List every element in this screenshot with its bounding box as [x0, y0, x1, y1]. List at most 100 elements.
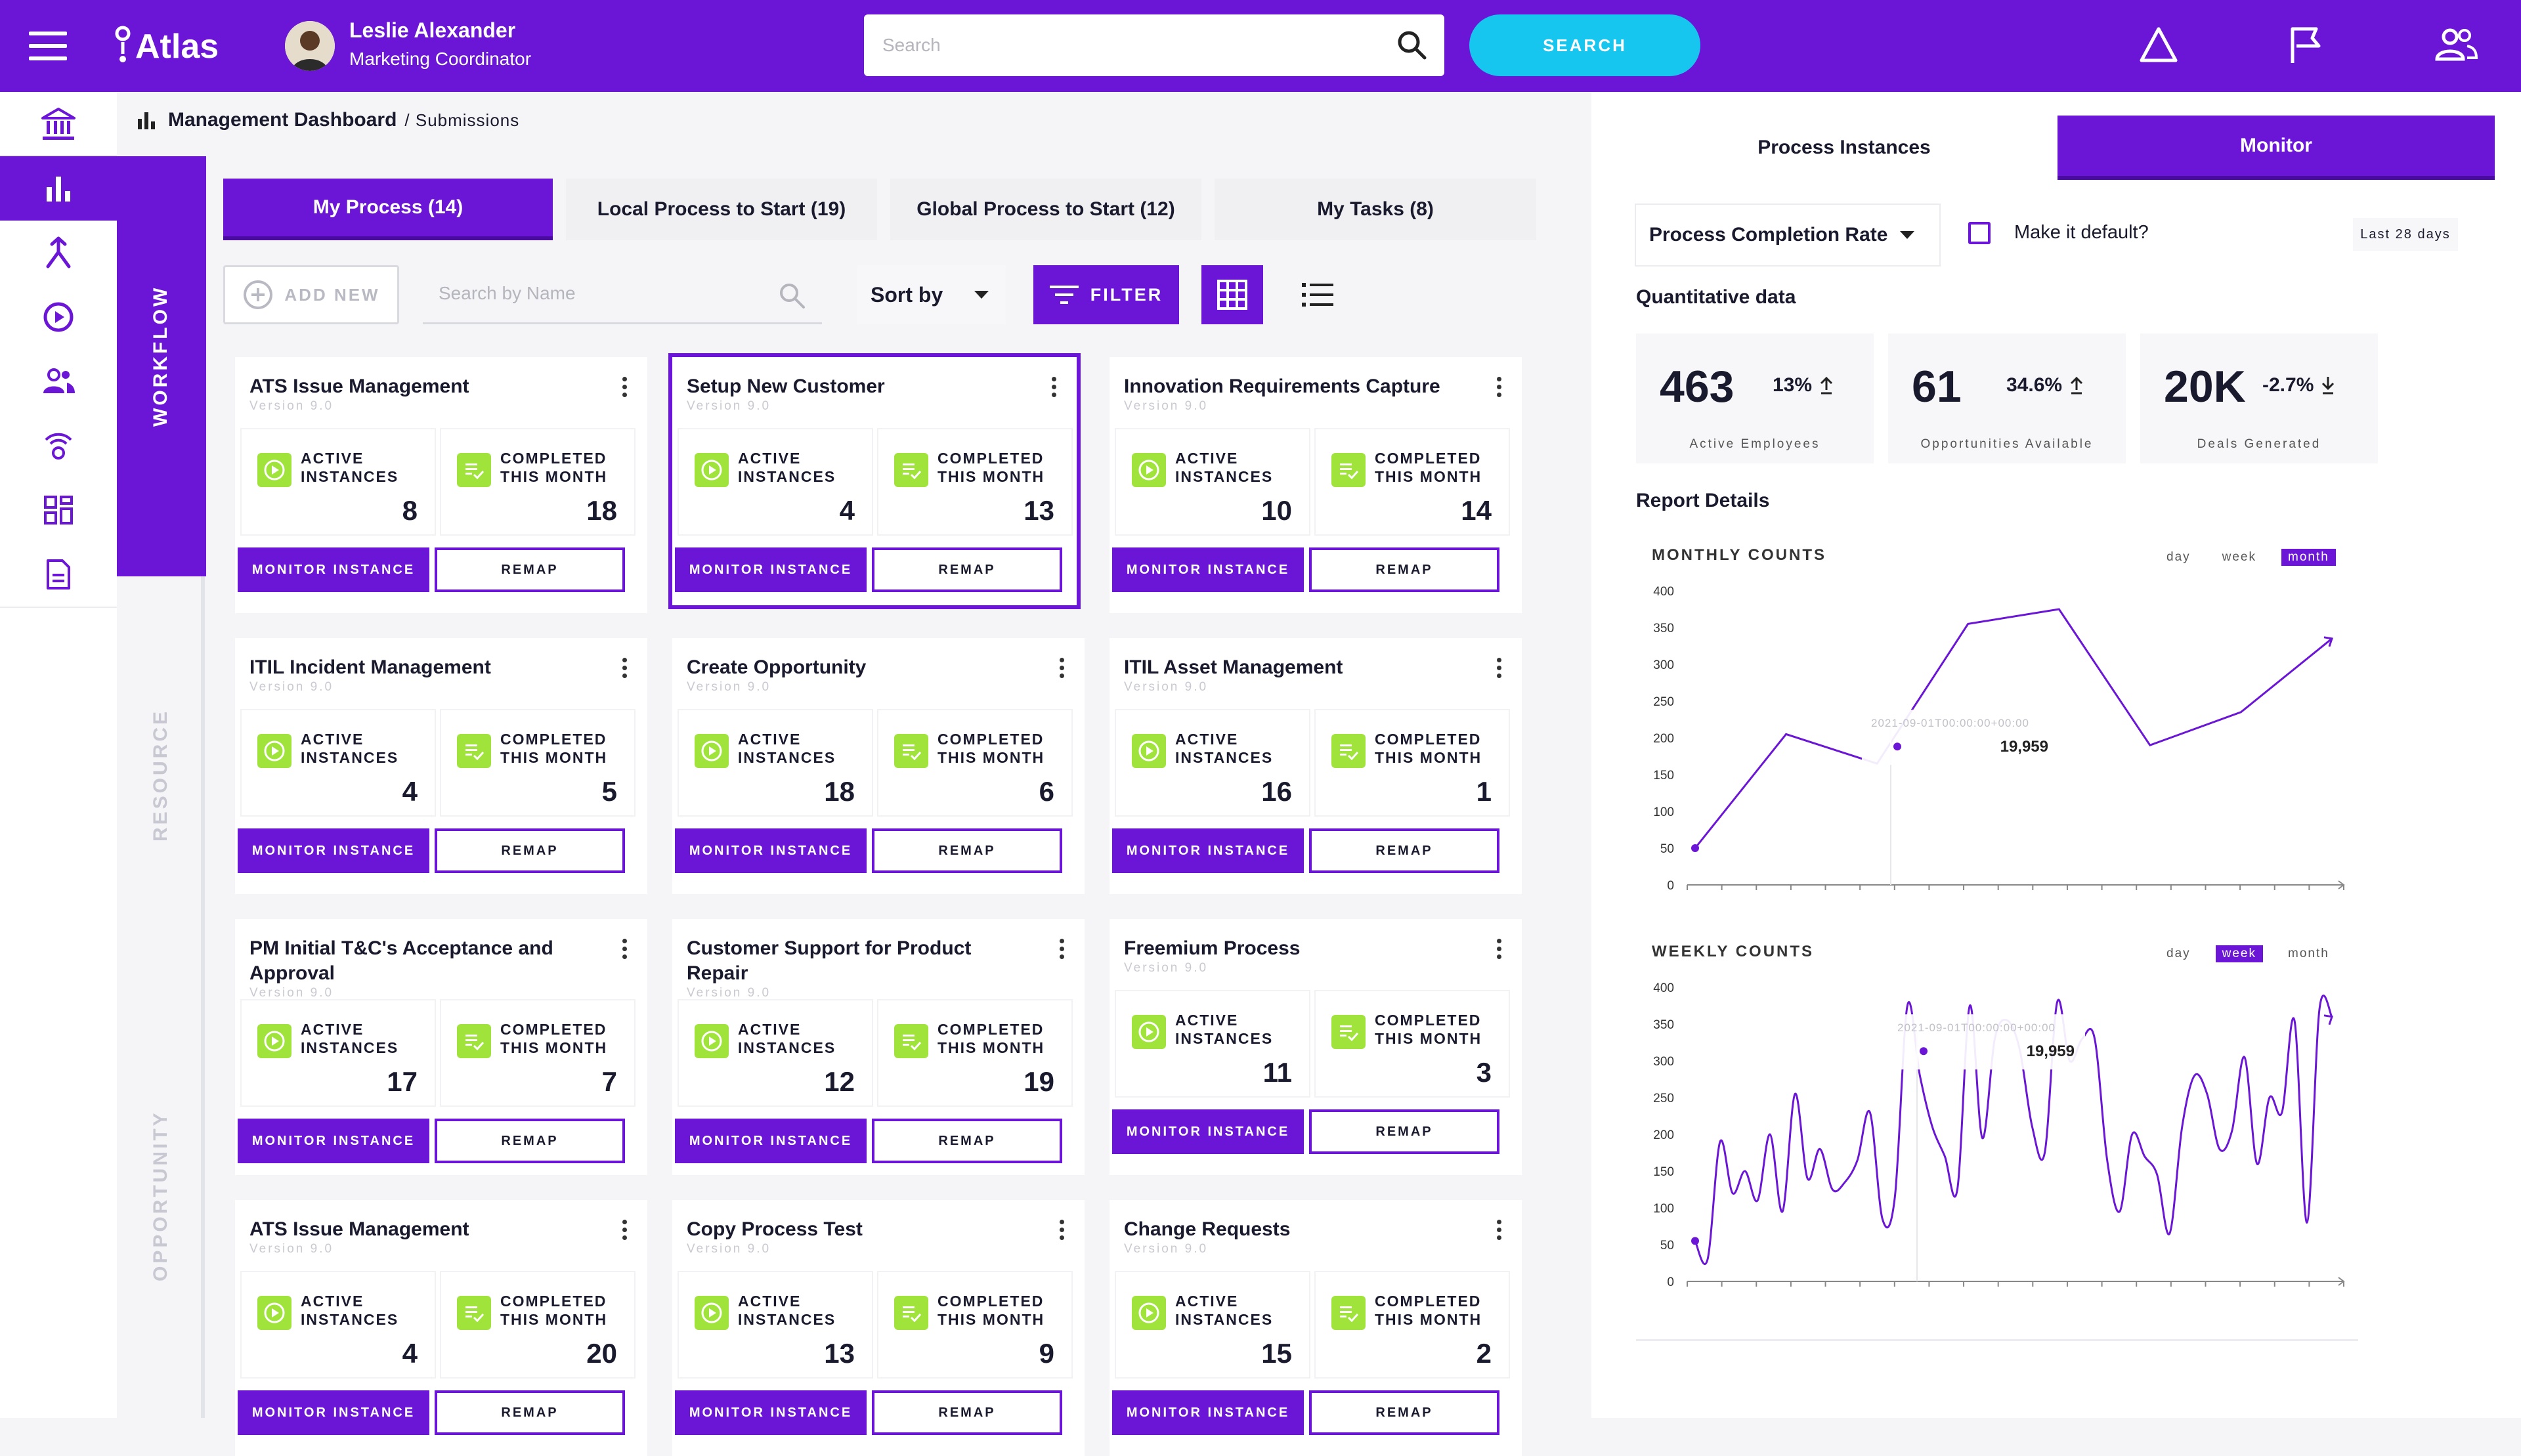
- monitor-instance-button[interactable]: MONITOR INSTANCE: [238, 1390, 429, 1435]
- card-title[interactable]: ATS Issue Management: [249, 1218, 469, 1240]
- remap-button[interactable]: REMAP: [1309, 547, 1499, 592]
- remap-button[interactable]: REMAP: [1309, 828, 1499, 873]
- process-card[interactable]: ATS Issue Management Version 9.0 ACTIVE I…: [235, 1200, 647, 1456]
- toggle-day[interactable]: day: [2166, 947, 2191, 960]
- card-title[interactable]: Freemium Process: [1124, 937, 1301, 959]
- card-title[interactable]: ITIL Asset Management: [1124, 656, 1343, 678]
- monitor-instance-button[interactable]: MONITOR INSTANCE: [1112, 828, 1304, 873]
- search-icon[interactable]: [777, 281, 806, 310]
- remap-button[interactable]: REMAP: [435, 1390, 625, 1435]
- process-card[interactable]: PM Initial T&C's Acceptance and Approval…: [235, 919, 647, 1175]
- remap-button[interactable]: REMAP: [872, 1390, 1062, 1435]
- monitor-instance-button[interactable]: MONITOR INSTANCE: [675, 828, 867, 873]
- search-button[interactable]: SEARCH: [1469, 14, 1700, 76]
- process-card[interactable]: Change Requests Version 9.0 ACTIVE INSTAN…: [1110, 1200, 1522, 1456]
- tab-local-process[interactable]: Local Process to Start (19): [566, 179, 877, 240]
- monitor-instance-button[interactable]: MONITOR INSTANCE: [1112, 1109, 1304, 1154]
- tab-my-process[interactable]: My Process (14): [223, 179, 553, 240]
- avatar[interactable]: [285, 21, 335, 71]
- more-vertical-icon[interactable]: [1497, 658, 1502, 681]
- more-vertical-icon[interactable]: [622, 377, 628, 400]
- more-vertical-icon[interactable]: [1060, 939, 1065, 962]
- process-card[interactable]: Create Opportunity Version 9.0 ACTIVE INS…: [672, 638, 1085, 894]
- sidebar-item-dashboard[interactable]: [0, 156, 117, 221]
- monitor-instance-button[interactable]: MONITOR INSTANCE: [675, 1390, 867, 1435]
- more-vertical-icon[interactable]: [1060, 1220, 1065, 1243]
- monitor-instance-button[interactable]: MONITOR INSTANCE: [675, 1119, 867, 1163]
- card-title[interactable]: Innovation Requirements Capture: [1124, 375, 1440, 397]
- card-title[interactable]: Copy Process Test: [687, 1218, 863, 1240]
- weekly-counts-chart[interactable]: 400 350 300 250 200 150 100 50 0 2021-09-01T00:00…: [1641, 968, 2363, 1296]
- monthly-counts-chart[interactable]: 400 350 300 250 200 150 100 50 0 2021-09-01T00:00…: [1641, 571, 2363, 899]
- process-card[interactable]: Setup New Customer Version 9.0 ACTIVE INS…: [668, 353, 1081, 609]
- default-checkbox[interactable]: [1968, 222, 1991, 244]
- app-logo[interactable]: Atlas: [113, 25, 219, 68]
- process-card[interactable]: ATS Issue Management Version 9.0 ACTIVE I…: [235, 357, 647, 613]
- monitor-instance-button[interactable]: MONITOR INSTANCE: [238, 547, 429, 592]
- grid-view-button[interactable]: [1201, 265, 1263, 324]
- toggle-day[interactable]: day: [2166, 550, 2191, 564]
- sidebar-item-broadcast[interactable]: [0, 414, 117, 478]
- tab-process-instances[interactable]: Process Instances: [1757, 137, 1931, 158]
- card-title[interactable]: Change Requests: [1124, 1218, 1291, 1240]
- more-vertical-icon[interactable]: [622, 939, 628, 962]
- more-vertical-icon[interactable]: [1060, 658, 1065, 681]
- toggle-week[interactable]: week: [2222, 550, 2256, 564]
- monitor-instance-button[interactable]: MONITOR INSTANCE: [1112, 547, 1304, 592]
- breadcrumb-sub[interactable]: / Submissions: [404, 110, 520, 130]
- remap-button[interactable]: REMAP: [872, 547, 1062, 592]
- process-card[interactable]: Freemium Process Version 9.0 ACTIVE INSTA…: [1110, 919, 1522, 1175]
- more-vertical-icon[interactable]: [1497, 377, 1502, 400]
- more-vertical-icon[interactable]: [1052, 377, 1057, 400]
- section-resource[interactable]: RESOURCE: [150, 708, 171, 842]
- card-title[interactable]: Create Opportunity: [687, 656, 867, 678]
- sidebar-item-bank[interactable]: [0, 92, 117, 156]
- process-card[interactable]: Copy Process Test Version 9.0 ACTIVE INST…: [672, 1200, 1085, 1456]
- section-workflow[interactable]: WORKFLOW: [150, 285, 171, 427]
- remap-button[interactable]: REMAP: [435, 1119, 625, 1163]
- card-title[interactable]: Customer Support for Product Repair: [687, 937, 972, 984]
- metric-select[interactable]: Process Completion Rate: [1636, 205, 1939, 265]
- monitor-instance-button[interactable]: MONITOR INSTANCE: [238, 828, 429, 873]
- sort-by-select[interactable]: Sort by: [857, 265, 1006, 324]
- toggle-month[interactable]: month: [2281, 549, 2336, 566]
- process-card[interactable]: ITIL Incident Management Version 9.0 ACT…: [235, 638, 647, 894]
- toggle-month[interactable]: month: [2288, 947, 2329, 960]
- sidebar-item-merge[interactable]: [0, 221, 117, 285]
- sidebar-item-people[interactable]: [0, 349, 117, 414]
- search-icon[interactable]: [1396, 29, 1429, 62]
- card-title[interactable]: PM Initial T&C's Acceptance and Approval: [249, 937, 553, 984]
- monitor-instance-button[interactable]: MONITOR INSTANCE: [238, 1119, 429, 1163]
- filter-button[interactable]: FILTER: [1033, 265, 1179, 324]
- more-vertical-icon[interactable]: [1497, 1220, 1502, 1243]
- section-opportunity[interactable]: OPPORTUNITY: [150, 1110, 171, 1281]
- tab-monitor[interactable]: Monitor: [2058, 116, 2495, 180]
- search-input[interactable]: [864, 14, 1363, 76]
- sidebar-item-widgets[interactable]: [0, 478, 117, 542]
- remap-button[interactable]: REMAP: [435, 828, 625, 873]
- card-title[interactable]: Setup New Customer: [687, 375, 885, 397]
- more-vertical-icon[interactable]: [622, 658, 628, 681]
- sidebar-item-documents[interactable]: [0, 542, 117, 607]
- process-card[interactable]: Innovation Requirements Capture Version …: [1110, 357, 1522, 613]
- flag-icon[interactable]: [2287, 25, 2324, 66]
- tab-global-process[interactable]: Global Process to Start (12): [890, 179, 1201, 240]
- remap-button[interactable]: REMAP: [435, 547, 625, 592]
- process-card[interactable]: ITIL Asset Management Version 9.0 ACTIVE…: [1110, 638, 1522, 894]
- monitor-instance-button[interactable]: MONITOR INSTANCE: [675, 547, 867, 592]
- search-name-input[interactable]: [423, 265, 764, 322]
- list-view-button[interactable]: [1287, 265, 1348, 324]
- sidebar-item-play[interactable]: [0, 285, 117, 349]
- scroll-track[interactable]: [201, 576, 205, 1418]
- menu-icon[interactable]: [29, 32, 67, 60]
- tab-my-tasks[interactable]: My Tasks (8): [1215, 179, 1536, 240]
- period-badge[interactable]: Last 28 days: [2353, 218, 2458, 251]
- users-icon[interactable]: [2433, 25, 2479, 64]
- card-title[interactable]: ATS Issue Management: [249, 375, 469, 397]
- process-card[interactable]: Customer Support for Product Repair Vers…: [672, 919, 1085, 1175]
- warning-triangle-icon[interactable]: [2138, 25, 2180, 64]
- remap-button[interactable]: REMAP: [1309, 1390, 1499, 1435]
- more-vertical-icon[interactable]: [622, 1220, 628, 1243]
- card-title[interactable]: ITIL Incident Management: [249, 656, 491, 678]
- remap-button[interactable]: REMAP: [872, 1119, 1062, 1163]
